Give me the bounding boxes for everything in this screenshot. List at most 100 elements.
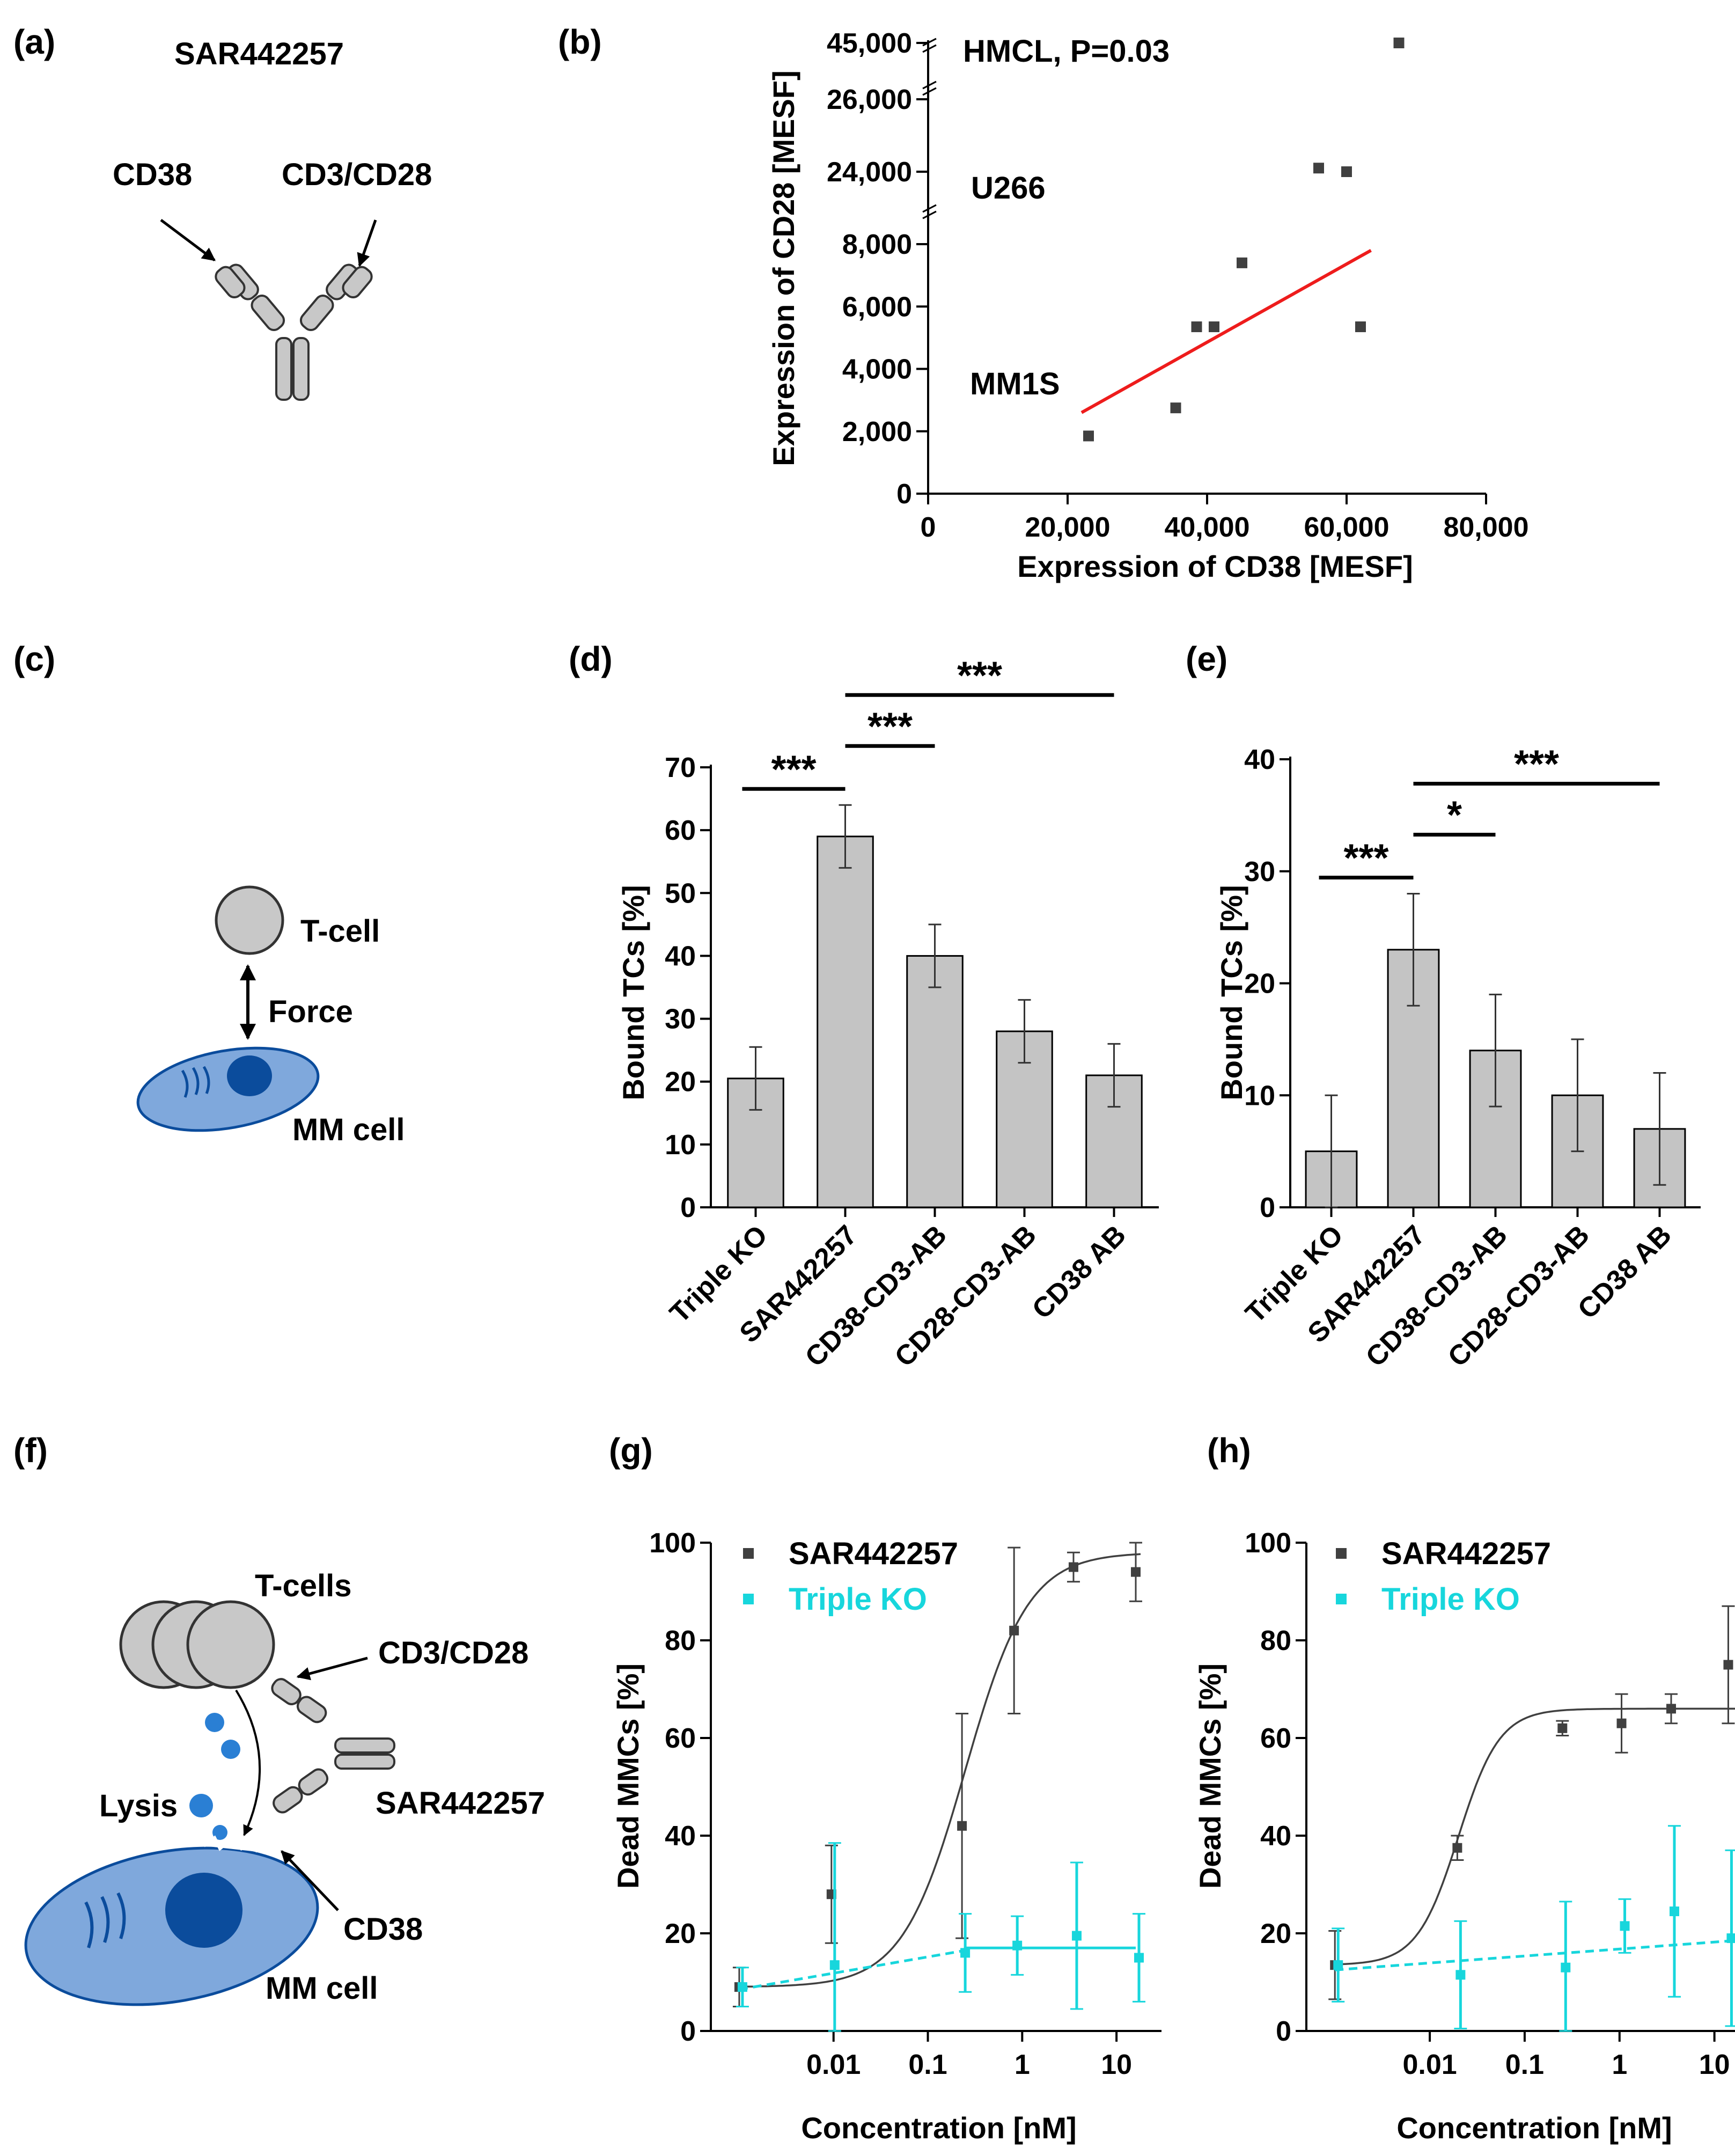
b-x-tick-label: 0 xyxy=(921,512,936,543)
g-chart-data-point xyxy=(1009,1625,1019,1636)
b-axis-break-marks xyxy=(922,38,937,219)
g-y-axis-title: Dead MMCs [%] xyxy=(611,1663,645,1889)
h-legend-marker-tko xyxy=(1336,1594,1347,1604)
mm-cell-organelles xyxy=(181,1066,210,1098)
force-label: Force xyxy=(268,994,353,1029)
h-chart-y-tick-label: 100 xyxy=(1245,1528,1291,1559)
g-legend-tko: Triple KO xyxy=(789,1582,927,1617)
h-chart-y-tick-label: 60 xyxy=(1260,1723,1291,1754)
cd3-cd28-arrow xyxy=(357,219,377,267)
d-chart-significance-label: *** xyxy=(868,705,913,748)
g-chart-trend-line xyxy=(739,1949,966,1991)
b-data-point xyxy=(1313,163,1324,174)
mm-cell-shape xyxy=(136,1046,320,1132)
b-data-point xyxy=(1191,321,1202,333)
granule-1 xyxy=(205,1713,224,1732)
panel-c-label: (c) xyxy=(13,640,55,678)
panel-f: (f) T-cells CD3/CD28 SAR442257 Lysis xyxy=(13,1431,545,2006)
f-cd38-arrow xyxy=(281,1850,339,1911)
g-chart-data-point xyxy=(1012,1940,1023,1950)
t-cells-label: T-cells xyxy=(255,1568,352,1603)
g-legend-marker-sar xyxy=(743,1548,754,1559)
g-chart-data-point xyxy=(1131,1567,1141,1577)
d-chart-y-tick-label: 0 xyxy=(680,1192,696,1223)
h-chart-x-tick-label: 1 xyxy=(1612,2049,1627,2080)
b-y-axis-title: Expression of CD28 [MESF] xyxy=(767,70,800,466)
e-y-axis-title: Bound TCs [%] xyxy=(1215,885,1248,1100)
b-x-tick-label: 60,000 xyxy=(1304,512,1389,543)
d-chart-category-label: CD38 AB xyxy=(1026,1219,1132,1325)
cd38-label: CD38 xyxy=(113,157,192,192)
g-chart-data-point xyxy=(737,1982,747,1992)
b-x-tick-label: 40,000 xyxy=(1164,512,1249,543)
e-chart-significance-label: *** xyxy=(1514,743,1559,786)
b-data-point xyxy=(1170,402,1181,414)
granule-3 xyxy=(189,1794,213,1817)
h-legend-marker-sar xyxy=(1336,1548,1347,1559)
h-chart-data-point xyxy=(1669,1906,1679,1917)
panel-b-title: HMCL, P=0.03 xyxy=(963,34,1170,69)
f-cd38-label: CD38 xyxy=(343,1912,423,1947)
h-chart-x-tick-label: 0.01 xyxy=(1402,2049,1457,2080)
h-chart-x-tick-label: 10 xyxy=(1699,2049,1730,2080)
h-chart-data-point xyxy=(1666,1704,1676,1714)
antibody-illustration xyxy=(215,263,373,401)
g-chart-y-tick-label: 100 xyxy=(649,1528,696,1559)
g-chart-y-tick-label: 60 xyxy=(665,1723,696,1754)
b-x-axis-title: Expression of CD38 [MESF] xyxy=(1017,549,1413,583)
h-chart-data-point xyxy=(1723,1660,1733,1670)
e-chart-y-tick-label: 10 xyxy=(1244,1080,1275,1111)
b-data-point xyxy=(1083,430,1094,442)
e-chart-y-tick-label: 40 xyxy=(1244,744,1275,775)
g-chart-data-point xyxy=(1068,1562,1078,1572)
mm-cell-label: MM cell xyxy=(292,1112,405,1147)
f-sar442257-label: SAR442257 xyxy=(376,1786,545,1821)
b-y-ticks: 0 2,000 4,000 6,000 8,000 24,000 26,000 45,000 xyxy=(827,28,928,510)
h-chart-data-point xyxy=(1616,1718,1627,1728)
lysis-burst xyxy=(203,1835,259,1853)
e-chart-category-label: CD28-CD3-AB xyxy=(1442,1219,1596,1373)
f-mm-cell-label: MM cell xyxy=(266,1971,378,2006)
g-chart-data-point xyxy=(1134,1953,1144,1963)
b-y-tick-label: 6,000 xyxy=(842,291,912,322)
panel-h-label: (h) xyxy=(1207,1431,1251,1470)
panel-a-label: (a) xyxy=(13,23,55,61)
d-chart-y-tick-label: 60 xyxy=(665,815,696,846)
b-x-tick-label: 20,000 xyxy=(1025,512,1110,543)
panel-b-scatter: (b) HMCL, P=0.03 U266 MM1S 0 2,000 4,000 6,… xyxy=(558,23,1529,583)
h-legend-sar: SAR442257 xyxy=(1381,1536,1551,1571)
panel-g-dose-response: (g) 0 20 40 60 80 100 0.01 0.1 1 10 Dead MMCs [%]… xyxy=(609,1431,1161,2145)
h-chart-data-point xyxy=(1452,1843,1462,1853)
bispecific-antibody-illustration xyxy=(271,1678,395,1814)
lysis-arrow xyxy=(235,1689,261,1836)
h-x-axis-title: Concentration [nM] xyxy=(1396,2111,1672,2145)
f-mm-nucleus xyxy=(165,1873,242,1948)
e-chart-category-label: CD38-CD3-AB xyxy=(1360,1219,1513,1373)
t-cell-3 xyxy=(186,1600,275,1689)
g-legend-sar: SAR442257 xyxy=(789,1536,958,1571)
d-chart-y-tick-label: 70 xyxy=(665,752,696,783)
panel-a: (a) SAR442257 CD38 CD3/CD28 xyxy=(13,23,432,401)
g-x-axis-title: Concentration [nM] xyxy=(801,2111,1076,2145)
h-chart-data-point xyxy=(1455,1970,1466,1980)
b-data-point xyxy=(1393,38,1405,48)
b-y-tick-label: 45,000 xyxy=(827,28,912,59)
h-chart-y-tick-label: 20 xyxy=(1260,1918,1291,1949)
d-chart-y-tick-label: 20 xyxy=(665,1067,696,1098)
t-cell-circle xyxy=(215,885,284,955)
b-data-point xyxy=(1209,321,1219,333)
granule-2 xyxy=(221,1740,240,1759)
panel-g-label: (g) xyxy=(609,1431,653,1470)
h-chart-data-point xyxy=(1333,1960,1343,1970)
h-chart-x-tick-label: 0.1 xyxy=(1505,2049,1544,2080)
g-legend-marker-tko xyxy=(743,1594,754,1604)
lysis-label: Lysis xyxy=(99,1788,178,1823)
e-chart-significance-label: * xyxy=(1447,794,1462,837)
f-cd3-cd28-label: CD3/CD28 xyxy=(378,1636,528,1670)
b-y-tick-label: 24,000 xyxy=(827,157,912,188)
b-x-tick-label: 80,000 xyxy=(1443,512,1528,543)
b-data-point xyxy=(1237,257,1247,268)
b-points xyxy=(1083,38,1405,442)
g-chart-data-point xyxy=(1071,1931,1082,1941)
